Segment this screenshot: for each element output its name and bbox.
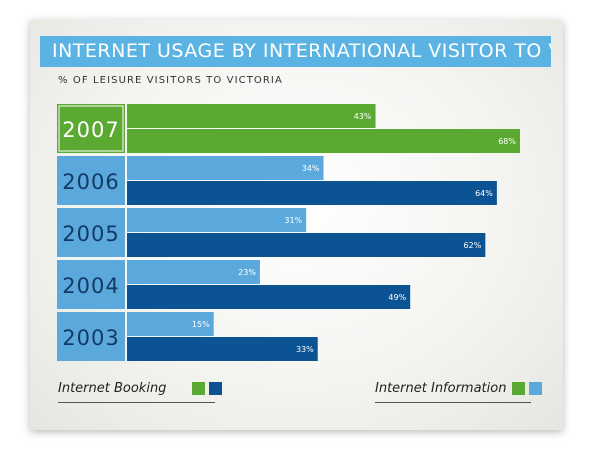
year-label-2005: 2005 <box>62 222 119 246</box>
legend-information-swatch-highlight <box>512 381 526 395</box>
bar-booking-2003 <box>127 312 214 336</box>
legend-information-swatch <box>529 381 543 395</box>
bar-booking-2005 <box>127 208 307 232</box>
year-label-2003: 2003 <box>62 326 119 350</box>
bar-information-2004 <box>127 285 411 309</box>
label-booking-2007: 43% <box>354 112 372 121</box>
bar-booking-2006 <box>127 156 324 180</box>
bar-booking-2004 <box>127 260 260 284</box>
legend-information-underline <box>375 402 531 403</box>
year-label-2006: 2006 <box>62 170 119 194</box>
chart-title: INTERNET USAGE BY INTERNATIONAL VISITOR … <box>40 36 551 67</box>
label-information-2003: 33% <box>296 345 314 354</box>
legend-information: Internet Information <box>375 378 543 398</box>
legend-booking-label: Internet Booking <box>58 380 167 396</box>
label-booking-2004: 23% <box>238 268 256 277</box>
bar-information-2005 <box>127 233 486 257</box>
legend-booking-underline <box>58 402 215 403</box>
bar-booking-2007 <box>127 104 376 128</box>
bar-information-2007 <box>127 129 520 153</box>
year-box-2005 <box>57 208 125 257</box>
label-booking-2006: 34% <box>302 164 320 173</box>
year-label-2007: 2007 <box>62 118 119 142</box>
legend-booking-swatch <box>209 381 223 395</box>
year-box-2004 <box>57 260 125 309</box>
year-label-2004: 2004 <box>62 274 119 298</box>
year-box-border-2007 <box>58 105 124 152</box>
legend-booking-swatch-highlight <box>192 381 206 395</box>
legend-information-label: Internet Information <box>375 380 507 396</box>
bar-information-2006 <box>127 181 497 205</box>
chart-subtitle: % OF LEISURE VISITORS TO VICTORIA <box>58 75 283 86</box>
year-box-2007 <box>57 104 125 153</box>
label-booking-2005: 31% <box>284 216 302 225</box>
legend-booking: Internet Booking <box>58 378 223 398</box>
label-booking-2003: 15% <box>192 320 210 329</box>
label-information-2006: 64% <box>475 189 493 198</box>
label-information-2007: 68% <box>498 137 516 146</box>
label-information-2004: 49% <box>388 293 406 302</box>
bar-information-2003 <box>127 337 318 361</box>
year-box-2006 <box>57 156 125 205</box>
year-box-2003 <box>57 312 125 361</box>
label-information-2005: 62% <box>464 241 482 250</box>
